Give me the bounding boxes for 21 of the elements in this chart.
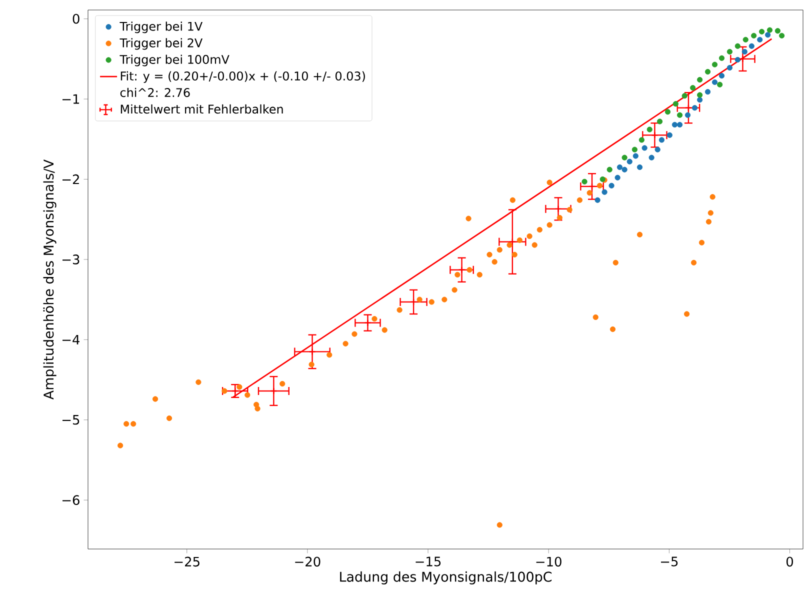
legend-label: Mittelwert mit Fehlerbalken	[120, 104, 283, 114]
y-tick-label: −5	[62, 415, 80, 425]
legend-label: Trigger bei 1V	[120, 22, 203, 34]
x-tick-label: −25	[174, 556, 200, 567]
y-tick-label: −6	[62, 495, 80, 505]
y-tick-label: −2	[62, 174, 79, 184]
y-tick-label: 0	[72, 14, 80, 24]
x-tick-label: −20	[295, 556, 320, 567]
y-axis-title: Amplitudenhöhe des Myonsignals/V	[43, 159, 56, 400]
legend-label: Trigger bei 100mV	[120, 54, 230, 66]
legend-label: Trigger bei 2V	[120, 38, 203, 50]
x-tick-label: −5	[661, 556, 678, 566]
x-tick-label: −10	[536, 556, 562, 567]
y-tick-label: −3	[62, 254, 80, 264]
x-tick-label: 0	[786, 556, 794, 567]
legend-label: Fit: y = (0.20+/-0.00)x + (-0.10 +/- 0.03)	[120, 71, 365, 83]
x-axis-title: Ladung des Myonsignals/100pC	[340, 571, 552, 584]
y-tick-label: −4	[62, 334, 80, 344]
x-tick-label: −15	[416, 556, 441, 566]
annotation: chi^2: 2.76	[120, 88, 190, 98]
y-tick-label: −1	[62, 94, 80, 104]
